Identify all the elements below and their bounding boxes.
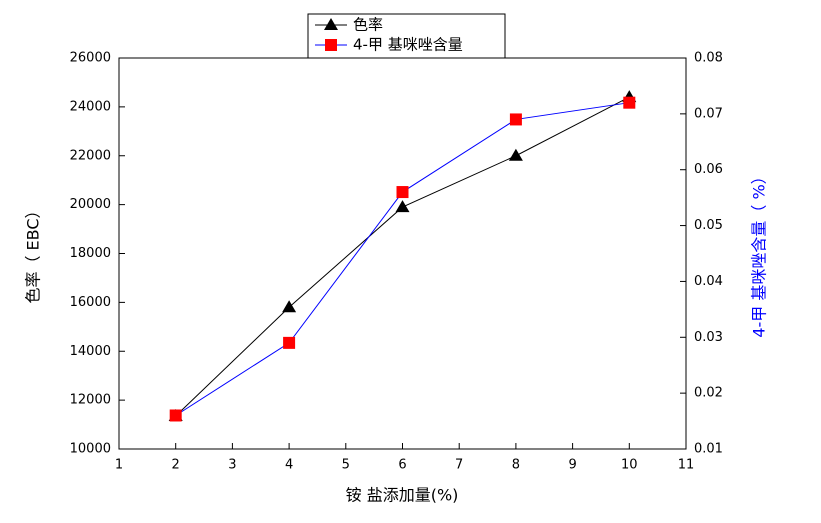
y2-axis-label: 4-甲 基咪唑含量（ %） bbox=[750, 168, 769, 337]
x-axis-label: 铵 盐添加量(%) bbox=[346, 486, 459, 505]
y-tick-label: 24000 bbox=[70, 99, 111, 114]
x-tick-label: 9 bbox=[568, 458, 576, 473]
y-tick-label: 20000 bbox=[70, 197, 111, 212]
x-tick-label: 11 bbox=[678, 458, 695, 473]
x-tick-label: 5 bbox=[342, 458, 350, 473]
plot-frame bbox=[118, 57, 687, 450]
marker bbox=[395, 200, 410, 213]
legend-marker bbox=[324, 18, 338, 30]
y2-tick-label: 0.01 bbox=[694, 442, 723, 457]
x-tick-label: 4 bbox=[285, 458, 293, 473]
legend-marker bbox=[325, 39, 337, 51]
marker bbox=[282, 300, 297, 313]
legend-label: 4-甲 基咪唑含量 bbox=[353, 36, 463, 54]
marker bbox=[283, 336, 296, 349]
y2-tick-label: 0.03 bbox=[694, 330, 723, 345]
legend-label: 色率 bbox=[353, 16, 383, 34]
y-tick-label: 14000 bbox=[70, 344, 111, 359]
x-tick-label: 6 bbox=[398, 458, 406, 473]
marker bbox=[396, 186, 409, 199]
y-tick-label: 16000 bbox=[70, 295, 111, 310]
y-tick-label: 12000 bbox=[70, 393, 111, 408]
x-tick-label: 8 bbox=[512, 458, 520, 473]
y-tick-label: 26000 bbox=[70, 51, 111, 66]
marker bbox=[508, 148, 523, 161]
marker bbox=[509, 113, 522, 126]
y-tick-label: 18000 bbox=[70, 246, 111, 261]
x-tick-label: 3 bbox=[228, 458, 236, 473]
series-line bbox=[175, 96, 630, 417]
y-tick-label: 10000 bbox=[70, 442, 111, 457]
x-tick-label: 1 bbox=[115, 458, 123, 473]
series-line bbox=[175, 102, 630, 416]
y-tick-label: 22000 bbox=[70, 148, 111, 163]
y2-tick-label: 0.04 bbox=[694, 274, 723, 289]
legend-box bbox=[307, 13, 506, 59]
x-tick-label: 7 bbox=[455, 458, 463, 473]
y-axis-label: 色率（ EBC） bbox=[24, 202, 43, 303]
y2-tick-label: 0.06 bbox=[694, 162, 723, 177]
y2-tick-label: 0.02 bbox=[694, 386, 723, 401]
x-tick-label: 10 bbox=[621, 458, 638, 473]
y2-tick-label: 0.05 bbox=[694, 218, 723, 233]
marker bbox=[623, 96, 636, 109]
x-tick-label: 2 bbox=[172, 458, 180, 473]
y2-tick-label: 0.08 bbox=[694, 51, 723, 66]
marker bbox=[169, 409, 182, 422]
y2-tick-label: 0.07 bbox=[694, 106, 723, 121]
